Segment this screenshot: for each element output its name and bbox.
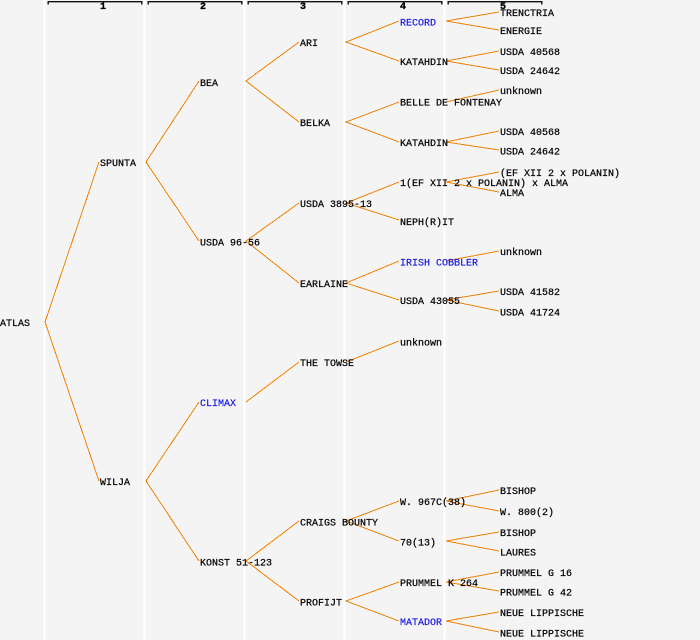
svg-text:PROFIJT: PROFIJT bbox=[300, 599, 342, 610]
svg-text:USDA 24642: USDA 24642 bbox=[500, 67, 560, 78]
svg-text:CRAIGS BOUNTY: CRAIGS BOUNTY bbox=[300, 519, 378, 530]
svg-text:USDA 41724: USDA 41724 bbox=[500, 309, 560, 320]
svg-text:USDA 96-56: USDA 96-56 bbox=[200, 239, 260, 250]
svg-text:ALMA: ALMA bbox=[500, 189, 524, 200]
svg-text:USDA 43055: USDA 43055 bbox=[400, 297, 460, 308]
svg-text:unknown: unknown bbox=[400, 338, 442, 350]
svg-text:IRISH COBBLER: IRISH COBBLER bbox=[400, 259, 478, 270]
svg-text:W. 800(2): W. 800(2) bbox=[500, 507, 554, 519]
svg-text:KATAHDIN: KATAHDIN bbox=[400, 58, 448, 69]
svg-text:BEA: BEA bbox=[200, 79, 218, 90]
svg-text:3: 3 bbox=[300, 2, 306, 13]
svg-text:KATAHDIN: KATAHDIN bbox=[400, 139, 448, 150]
svg-text:W. 967C(38): W. 967C(38) bbox=[400, 497, 466, 509]
svg-text:5: 5 bbox=[500, 2, 506, 13]
svg-text:unknown: unknown bbox=[500, 86, 542, 98]
svg-text:70(13): 70(13) bbox=[400, 538, 436, 550]
svg-text:NEPH(R)IT: NEPH(R)IT bbox=[400, 217, 454, 229]
svg-text:SPUNTA: SPUNTA bbox=[100, 159, 136, 170]
svg-text:USDA 3895-13: USDA 3895-13 bbox=[300, 200, 372, 211]
svg-text:ENERGIE: ENERGIE bbox=[500, 27, 542, 38]
svg-text:CLIMAX: CLIMAX bbox=[200, 399, 236, 410]
svg-text:USDA 41582: USDA 41582 bbox=[500, 288, 560, 299]
svg-text:1(EF XII 2 x POLANIN) x ALMA: 1(EF XII 2 x POLANIN) x ALMA bbox=[400, 178, 568, 190]
svg-text:1: 1 bbox=[100, 2, 106, 13]
svg-text:BISHOP: BISHOP bbox=[500, 529, 536, 540]
svg-text:USDA 40568: USDA 40568 bbox=[500, 128, 560, 139]
svg-text:LAURES: LAURES bbox=[500, 549, 536, 560]
svg-text:4: 4 bbox=[400, 2, 406, 13]
svg-text:BISHOP: BISHOP bbox=[500, 487, 536, 498]
svg-text:USDA 24642: USDA 24642 bbox=[500, 148, 560, 159]
svg-text:RECORD: RECORD bbox=[400, 19, 436, 30]
svg-text:PRUMMEL K 264: PRUMMEL K 264 bbox=[400, 579, 478, 590]
svg-text:WILJA: WILJA bbox=[100, 478, 130, 489]
svg-text:MATADOR: MATADOR bbox=[400, 618, 442, 629]
svg-text:PRUMMEL G 16: PRUMMEL G 16 bbox=[500, 569, 572, 580]
svg-text:USDA 40568: USDA 40568 bbox=[500, 48, 560, 59]
svg-text:unknown: unknown bbox=[500, 247, 542, 259]
svg-text:ARI: ARI bbox=[300, 39, 318, 50]
svg-text:EARLAINE: EARLAINE bbox=[300, 280, 348, 291]
svg-text:BELLE DE FONTENAY: BELLE DE FONTENAY bbox=[400, 99, 502, 110]
svg-text:NEUE LIPPISCHE: NEUE LIPPISCHE bbox=[500, 609, 584, 620]
svg-text:KONST 51-123: KONST 51-123 bbox=[200, 559, 272, 570]
svg-text:NEUE LIPPISCHE: NEUE LIPPISCHE bbox=[500, 630, 584, 640]
svg-text:TRENCTRIA: TRENCTRIA bbox=[500, 9, 554, 20]
svg-text:PRUMMEL G 42: PRUMMEL G 42 bbox=[500, 589, 572, 600]
svg-text:2: 2 bbox=[200, 2, 206, 13]
svg-text:THE TOWSE: THE TOWSE bbox=[300, 359, 354, 370]
svg-text:BELKA: BELKA bbox=[300, 119, 330, 130]
svg-text:(EF XII 2 x POLANIN): (EF XII 2 x POLANIN) bbox=[500, 168, 620, 180]
svg-text:ATLAS: ATLAS bbox=[0, 319, 30, 330]
